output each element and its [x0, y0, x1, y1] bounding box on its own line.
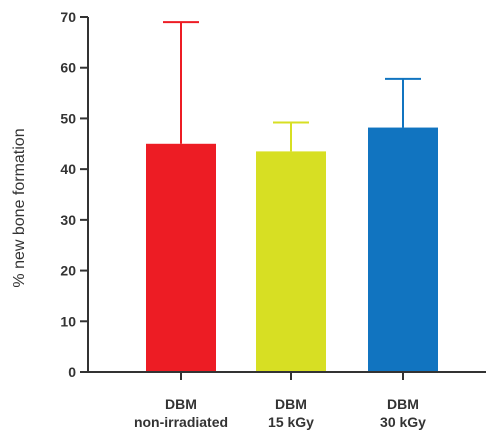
bar-1: [146, 143, 216, 372]
category-label-3-line2: 30 kGy: [380, 414, 426, 430]
y-tick-label-10: 10: [60, 313, 76, 329]
y-tick-label-70: 70: [60, 9, 76, 25]
y-axis-title: % new bone formation: [11, 128, 28, 287]
category-label-1-line2: non-irradiated: [134, 414, 228, 430]
axes-group: 0 10 20 30 40 50 60 70 DBM non-irradiated DBM 15 kG…: [60, 9, 486, 430]
y-tick-label-50: 50: [60, 110, 76, 126]
category-label-2-line1: DBM: [275, 396, 307, 412]
y-tick-label-20: 20: [60, 263, 76, 279]
bars-group: [146, 21, 438, 372]
bar-2: [256, 151, 326, 372]
category-label-1-line1: DBM: [165, 396, 197, 412]
category-label-2-line2: 15 kGy: [268, 414, 314, 430]
bar-3: [368, 127, 438, 372]
category-label-3-line1: DBM: [387, 396, 419, 412]
y-tick-label-0: 0: [68, 364, 76, 380]
y-tick-label-60: 60: [60, 60, 76, 76]
y-tick-label-40: 40: [60, 161, 76, 177]
y-tick-label-30: 30: [60, 212, 76, 228]
